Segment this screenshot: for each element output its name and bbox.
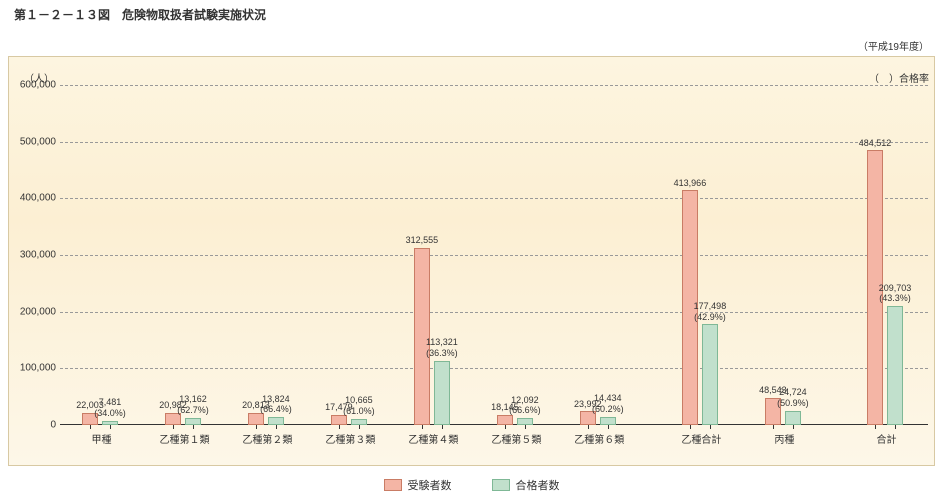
- bar-passers: [600, 417, 616, 425]
- bar-examinees: [497, 415, 513, 425]
- x-tick-label: 乙種第２類: [242, 431, 292, 446]
- tick-mark: [875, 425, 876, 429]
- tick-mark: [710, 425, 711, 429]
- legend-item-passers: 合格者数: [492, 477, 560, 493]
- pass-rate-legend: （ ）合格率: [869, 70, 929, 85]
- bar-label-passers: 13,162(62.7%): [177, 394, 209, 416]
- bar-passers: [268, 417, 284, 425]
- x-tick-label: 乙種第５類: [491, 431, 541, 446]
- bar-label-passers: 7,481(34.0%): [94, 397, 126, 419]
- grid-line: [60, 368, 928, 369]
- tick-mark: [193, 425, 194, 429]
- chart-title: 第１－２－１３図 危険物取扱者試験実施状況: [14, 6, 266, 23]
- tick-mark: [442, 425, 443, 429]
- bar-label-passers: 13,824(66.4%): [260, 394, 292, 416]
- tick-mark: [422, 425, 423, 429]
- bar-label-passers: 14,434(60.2%): [592, 393, 624, 415]
- y-tick: 300,000: [20, 250, 56, 261]
- bar-passers: [702, 324, 718, 425]
- tick-mark: [690, 425, 691, 429]
- x-tick-label: 乙種合計: [681, 431, 721, 446]
- tick-mark: [173, 425, 174, 429]
- tick-mark: [525, 425, 526, 429]
- tick-mark: [895, 425, 896, 429]
- bar-label-passers: 209,703(43.3%): [879, 283, 912, 305]
- tick-mark: [276, 425, 277, 429]
- bar-passers: [185, 418, 201, 425]
- tick-mark: [90, 425, 91, 429]
- x-tick-label: 乙種第４類: [408, 431, 458, 446]
- plot-area: 0100,000200,000300,000400,000500,000600,…: [60, 85, 928, 425]
- y-tick: 600,000: [20, 80, 56, 91]
- tick-mark: [339, 425, 340, 429]
- legend-swatch-passers: [492, 479, 510, 491]
- tick-mark: [793, 425, 794, 429]
- bar-label-examinees: 312,555: [406, 235, 439, 246]
- tick-mark: [608, 425, 609, 429]
- bar-label-passers: 177,498(42.9%): [694, 301, 727, 323]
- bar-label-passers: 113,321(36.3%): [426, 337, 458, 359]
- tick-mark: [588, 425, 589, 429]
- grid-line: [60, 85, 928, 86]
- x-tick-label: 合計: [877, 431, 897, 446]
- legend-swatch-examinees: [384, 479, 402, 491]
- bar-passers: [434, 361, 450, 425]
- x-tick-label: 乙種第３類: [325, 431, 375, 446]
- bar-label-examinees: 413,966: [674, 178, 707, 189]
- bar-label-examinees: 484,512: [859, 138, 892, 149]
- x-tick-label: 乙種第６類: [574, 431, 624, 446]
- grid-line: [60, 255, 928, 256]
- bar-label-passers: 12,092(66.6%): [509, 395, 541, 417]
- tick-mark: [505, 425, 506, 429]
- legend-item-examinees: 受験者数: [384, 477, 452, 493]
- y-tick: 0: [50, 420, 56, 431]
- tick-mark: [110, 425, 111, 429]
- legend-label-passers: 合格者数: [516, 477, 560, 493]
- bar-label-passers: 24,724(50.9%): [777, 387, 809, 409]
- bar-passers: [887, 306, 903, 425]
- y-tick: 100,000: [20, 363, 56, 374]
- bar-passers: [517, 418, 533, 425]
- x-tick-label: 丙種: [774, 431, 794, 446]
- legend: 受験者数 合格者数: [384, 477, 560, 493]
- legend-label-examinees: 受験者数: [408, 477, 452, 493]
- tick-mark: [359, 425, 360, 429]
- tick-mark: [256, 425, 257, 429]
- bar-passers: [785, 411, 801, 425]
- year-label: （平成19年度）: [858, 38, 929, 53]
- y-tick: 200,000: [20, 306, 56, 317]
- x-tick-label: 乙種第１類: [159, 431, 209, 446]
- y-tick: 400,000: [20, 193, 56, 204]
- bar-label-passers: 10,665(61.0%): [343, 395, 375, 417]
- tick-mark: [773, 425, 774, 429]
- grid-line: [60, 312, 928, 313]
- y-tick: 500,000: [20, 136, 56, 147]
- grid-line: [60, 142, 928, 143]
- x-tick-label: 甲種: [91, 431, 111, 446]
- grid-line: [60, 198, 928, 199]
